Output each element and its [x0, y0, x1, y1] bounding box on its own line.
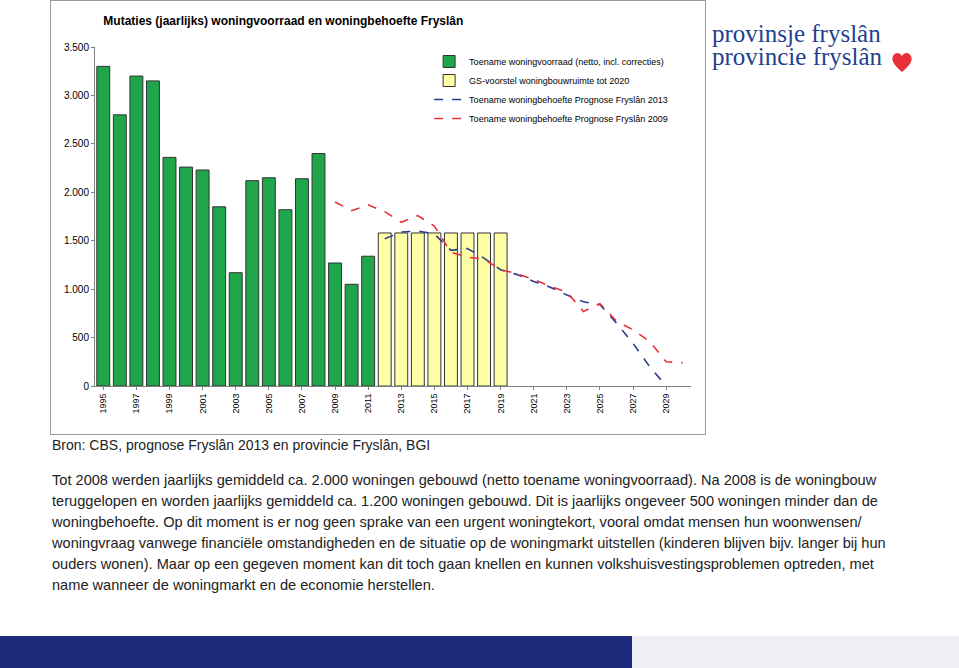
svg-text:3.500: 3.500: [64, 42, 89, 53]
svg-text:2015: 2015: [429, 394, 439, 414]
svg-text:Mutaties (jaarlijks) woningvoo: Mutaties (jaarlijks) woningvoorraad en w…: [103, 14, 463, 28]
svg-text:1.500: 1.500: [64, 235, 89, 246]
svg-text:Toename woningbehoefte Prognos: Toename woningbehoefte Prognose Fryslân …: [469, 114, 668, 124]
svg-text:2.500: 2.500: [64, 138, 89, 149]
svg-text:500: 500: [72, 332, 89, 343]
svg-text:2019: 2019: [496, 394, 506, 414]
svg-text:2013: 2013: [396, 394, 406, 414]
svg-text:2029: 2029: [661, 394, 671, 414]
svg-text:1.000: 1.000: [64, 284, 89, 295]
svg-text:2023: 2023: [562, 394, 572, 414]
html-text:provincie fryslân: provincie fryslân: [712, 43, 883, 70]
svg-text:2025: 2025: [595, 394, 605, 414]
svg-text:1995: 1995: [98, 394, 108, 414]
svg-text:2017: 2017: [462, 394, 472, 414]
svg-text:2009: 2009: [330, 394, 340, 414]
html-text:Tot 2008 werden jaarlijks gemi: Tot 2008 werden jaarlijks gemiddeld ca. …: [52, 472, 886, 593]
html-text:provinsje fryslân: provinsje fryslân: [712, 20, 881, 47]
svg-text:0: 0: [83, 381, 89, 392]
svg-text:2021: 2021: [529, 394, 539, 414]
svg-text:2011: 2011: [363, 394, 373, 413]
svg-text:3.000: 3.000: [64, 90, 89, 101]
svg-text:GS-voorstel woningbouwruimte t: GS-voorstel woningbouwruimte tot 2020: [469, 76, 629, 86]
svg-text:2005: 2005: [264, 394, 274, 414]
html-text:Bron: CBS, prognose Fryslân 20: Bron: CBS, prognose Fryslân 2013 en prov…: [52, 437, 431, 453]
svg-text:1997: 1997: [131, 394, 141, 414]
svg-text:2027: 2027: [628, 394, 638, 414]
svg-text:Toename woningvoorraad (netto,: Toename woningvoorraad (netto, incl. cor…: [469, 57, 664, 67]
svg-text:2001: 2001: [198, 394, 208, 414]
svg-text:2.000: 2.000: [64, 187, 89, 198]
svg-text:1999: 1999: [164, 394, 174, 414]
svg-text:Toename woningbehoefte Prognos: Toename woningbehoefte Prognose Fryslân …: [469, 95, 668, 105]
svg-text:2003: 2003: [231, 394, 241, 414]
svg-text:2007: 2007: [297, 394, 307, 414]
